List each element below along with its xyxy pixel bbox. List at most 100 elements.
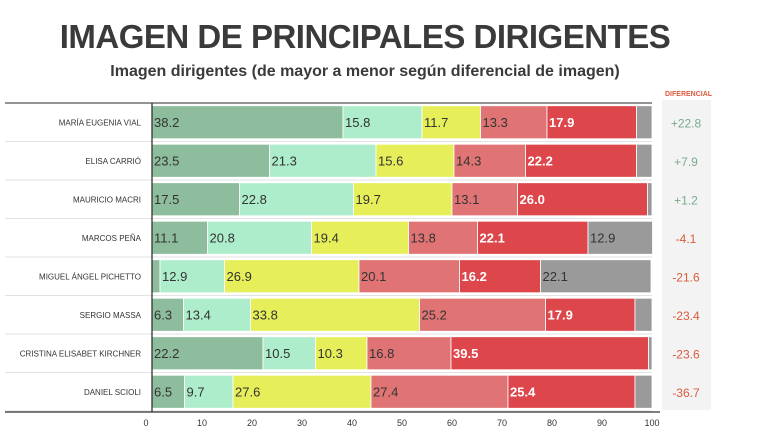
diferencial-value: -23.6 (672, 347, 700, 361)
category-label: MAURICIO MACRI (73, 195, 141, 204)
data-label: 22.1 (480, 230, 505, 245)
data-label: 22.8 (242, 192, 267, 207)
data-label: 20.8 (210, 230, 235, 245)
diferencial-value: +7.9 (674, 155, 698, 169)
bar-segment (507, 374, 636, 409)
x-tick-label: 40 (347, 418, 357, 428)
bar-segment (151, 297, 184, 332)
bar-segment (634, 297, 653, 332)
x-tick-label: 20 (247, 418, 257, 428)
data-label: 12.9 (590, 230, 615, 245)
data-label: 21.3 (272, 153, 297, 168)
data-label: 19.4 (314, 230, 339, 245)
category-label: SERGIO MASSA (80, 311, 142, 320)
data-label: 14.3 (456, 153, 481, 168)
category-label: DANIEL SCIOLI (84, 388, 141, 397)
data-label: 15.6 (378, 153, 403, 168)
bar-segment (232, 374, 372, 409)
data-label: 6.5 (154, 384, 172, 399)
data-label: 39.5 (453, 346, 478, 361)
data-label: 11.1 (154, 230, 178, 245)
x-tick-label: 0 (143, 418, 148, 428)
data-label: 6.3 (154, 307, 172, 322)
bar-segment (477, 220, 589, 255)
category-label: MIGUEL ÁNGEL PICHETTO (39, 272, 141, 281)
bar-segment (224, 259, 360, 294)
data-label: 27.4 (373, 384, 398, 399)
bar-segment (262, 336, 316, 371)
bar-segment (587, 220, 653, 255)
x-tick-label: 60 (447, 418, 457, 428)
chart-title: IMAGEN DE PRINCIPALES DIRIGENTES (59, 18, 671, 55)
bar-segment (647, 182, 653, 217)
bar-segment (480, 105, 548, 140)
bar-segment (151, 259, 161, 294)
bar-segment (648, 336, 653, 371)
data-label: 17.9 (549, 115, 574, 130)
bar-segment (366, 336, 452, 371)
bar-segment (151, 220, 208, 255)
data-label: 19.7 (356, 192, 381, 207)
data-label: 38.2 (154, 115, 179, 130)
bar-segment (151, 374, 185, 409)
x-tick-label: 10 (197, 418, 207, 428)
bar-segment (183, 297, 251, 332)
data-label: 20.1 (361, 269, 386, 284)
data-label: 16.2 (462, 269, 487, 284)
bar-segment (370, 374, 509, 409)
bar-segment (184, 374, 234, 409)
diferencial-panel (662, 100, 711, 410)
data-label: 25.2 (422, 307, 447, 322)
bar-segment (634, 374, 653, 409)
bar-segment (151, 182, 240, 217)
bar-segment (453, 143, 526, 178)
bar-segment (450, 336, 649, 371)
diferencial-value: +22.8 (671, 116, 702, 130)
diferencial-value: -36.7 (672, 386, 700, 400)
bar-segment (459, 259, 541, 294)
data-label: 17.9 (548, 307, 573, 322)
diferencial-value: -23.4 (672, 309, 700, 323)
diferencial-value: -21.6 (672, 270, 700, 284)
bar-segment (269, 143, 377, 178)
bar-segment (207, 220, 312, 255)
x-tick-label: 30 (297, 418, 307, 428)
category-label: MARCOS PEÑA (82, 234, 142, 243)
data-label: 10.5 (265, 346, 290, 361)
bar-segment (342, 105, 423, 140)
data-label: 9.7 (187, 384, 205, 399)
data-label: 13.1 (454, 192, 479, 207)
data-label: 16.8 (369, 346, 394, 361)
bar-segment (151, 105, 344, 140)
bar-segment (419, 297, 546, 332)
data-label: 11.7 (424, 115, 448, 130)
bar-segment (636, 105, 653, 140)
bar-segment (408, 220, 478, 255)
bar-segment (540, 259, 652, 294)
bar-segment (151, 336, 264, 371)
bar-segment (421, 105, 481, 140)
data-label: 33.8 (253, 307, 278, 322)
bar-segment (636, 143, 653, 178)
x-tick-label: 100 (644, 418, 659, 428)
category-label: MARÍA EUGENIA VIAL (59, 118, 142, 127)
x-tick-label: 70 (497, 418, 507, 428)
data-label: 26.0 (520, 192, 545, 207)
diferencial-header: DIFERENCIAL (665, 91, 713, 98)
data-label: 10.3 (318, 346, 343, 361)
data-label: 22.1 (543, 269, 568, 284)
data-label: 22.2 (528, 153, 553, 168)
bar-segment (159, 259, 225, 294)
bar-segment (239, 182, 354, 217)
data-label: 17.5 (154, 192, 179, 207)
data-label: 23.5 (154, 153, 179, 168)
bar-segment (315, 336, 368, 371)
data-label: 13.3 (483, 115, 508, 130)
x-tick-label: 50 (397, 418, 407, 428)
data-label: 22.2 (154, 346, 179, 361)
data-label: 25.4 (510, 384, 536, 399)
bar-segment (311, 220, 409, 255)
data-label: 15.8 (345, 115, 370, 130)
category-label: ELISA CARRIÓ (85, 157, 141, 166)
